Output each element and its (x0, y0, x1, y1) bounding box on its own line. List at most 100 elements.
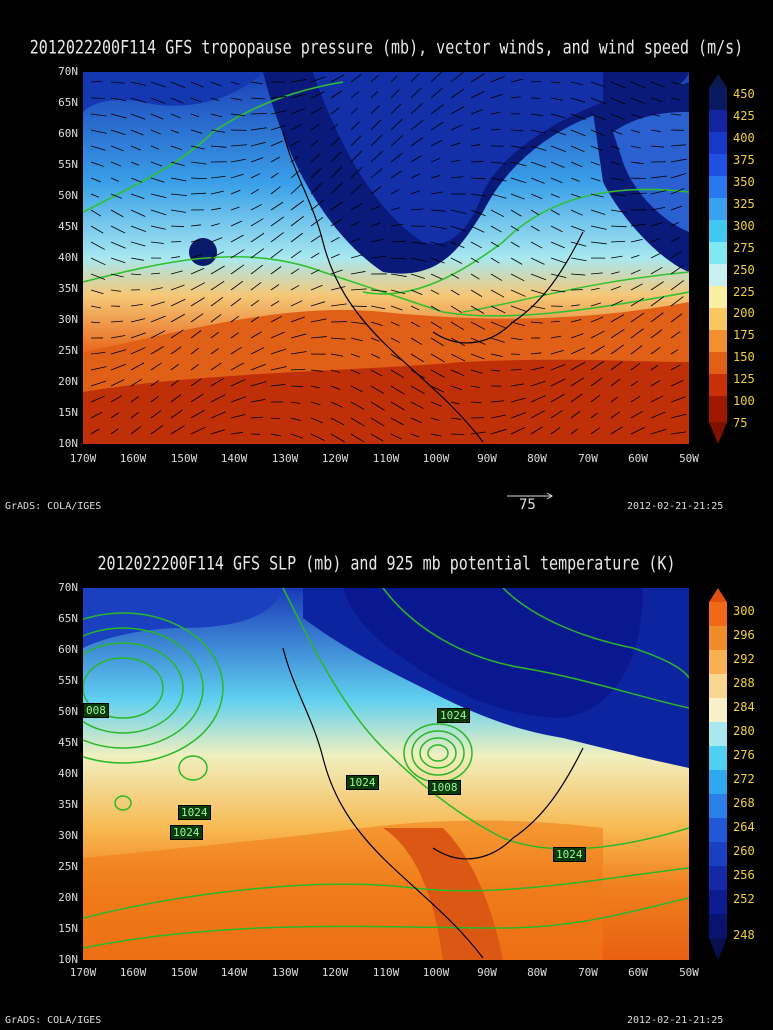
wind-vector (150, 315, 166, 323)
wind-vector (230, 315, 240, 323)
wind-vector (550, 273, 567, 279)
lat-label: 20N (58, 891, 78, 904)
wind-vector (230, 220, 243, 227)
wind-vector (110, 97, 127, 102)
wind-vector (550, 349, 564, 355)
wind-vector (590, 360, 605, 371)
panel1-footer-right: 2012-02-21-21:25 (627, 501, 724, 512)
wind-vector (350, 150, 363, 163)
wind-vector (670, 380, 684, 387)
wind-vector (250, 381, 267, 387)
wind-vector (450, 72, 464, 83)
wind-vector (250, 299, 260, 307)
lon-label: 150W (170, 966, 198, 979)
wind-vector (190, 363, 199, 371)
wind-vector (230, 347, 242, 355)
cbar2-label: 284 (733, 700, 755, 714)
wind-vector (90, 305, 102, 309)
wind-vector (470, 209, 486, 217)
wind-vector (110, 335, 126, 339)
wind-vector (630, 192, 647, 195)
wind-vector (170, 113, 181, 119)
cbar2-label: 256 (733, 868, 755, 882)
lon-label: 110W (372, 452, 400, 465)
wind-vector (430, 273, 443, 280)
contour-label: 008 (83, 703, 109, 718)
wind-vector (490, 414, 506, 419)
lon-label: 120W (321, 966, 349, 979)
wind-vector (670, 205, 683, 211)
wind-vector (430, 369, 446, 378)
wind-vector (550, 177, 563, 184)
wind-vector (430, 87, 444, 99)
panel1-map (83, 72, 689, 444)
wind-vector (270, 348, 287, 355)
lon-label: 160W (119, 452, 147, 465)
wind-vector (630, 97, 645, 104)
wind-vector (510, 426, 526, 435)
wind-vector (670, 396, 686, 403)
panel2-footer-left: GrADS: COLA/IGES (5, 1015, 102, 1026)
wind-vector (130, 362, 145, 371)
wind-vector (370, 385, 385, 394)
wind-vector (470, 241, 482, 249)
wind-vector (410, 257, 427, 262)
wind-vector (650, 395, 664, 403)
wind-vector (530, 80, 541, 83)
wind-vector (650, 411, 666, 419)
wind-vector (550, 81, 561, 84)
wind-vector (150, 225, 166, 230)
wind-vector (570, 129, 586, 137)
wind-vector (110, 289, 122, 292)
wind-vector (110, 209, 124, 218)
wind-vector (430, 257, 445, 264)
lat-label: 20N (58, 375, 78, 388)
wind-vector (470, 73, 485, 83)
wind-vector (130, 273, 142, 276)
wind-vector (570, 319, 582, 323)
wind-vector (630, 283, 643, 291)
wind-vector (570, 273, 586, 276)
wind-vector (650, 253, 661, 259)
wind-vector (510, 289, 526, 297)
wind-vector (650, 238, 660, 243)
cbar1-label: 75 (733, 416, 748, 430)
wind-vector (110, 193, 122, 199)
wind-vector (210, 97, 220, 102)
wind-vector (250, 113, 267, 115)
wind-vector (210, 113, 223, 118)
wind-vector (330, 74, 345, 83)
wind-vector (210, 190, 224, 195)
wind-vector (550, 241, 565, 249)
wind-vector (230, 81, 240, 85)
wind-vector (90, 161, 104, 167)
wind-vector (430, 157, 441, 163)
wind-vector (90, 80, 103, 83)
wind-vector (650, 281, 664, 291)
wind-vector (230, 206, 240, 211)
wind-vector (230, 332, 239, 339)
wind-vector (230, 158, 246, 163)
wind-vector (230, 189, 241, 195)
wind-vector (270, 433, 281, 437)
wind-vector (410, 321, 420, 328)
wind-vector (670, 313, 683, 323)
wind-vector (250, 331, 262, 339)
wind-vector (350, 401, 365, 410)
wind-vector (250, 141, 266, 147)
wind-vector (350, 183, 363, 195)
wind-vector (530, 113, 544, 117)
wind-vector (610, 240, 626, 243)
wind-vector (170, 346, 182, 355)
wind-vector (310, 269, 320, 275)
wind-vector (110, 241, 126, 249)
wind-vector (130, 332, 147, 339)
wind-vector (270, 331, 285, 339)
wind-vector (590, 81, 606, 88)
wind-vector (350, 353, 360, 358)
wind-vector (470, 369, 483, 374)
wind-vector (90, 193, 100, 198)
wind-vector (610, 314, 625, 323)
wind-vector (170, 409, 184, 419)
cbar1-label: 200 (733, 306, 755, 320)
